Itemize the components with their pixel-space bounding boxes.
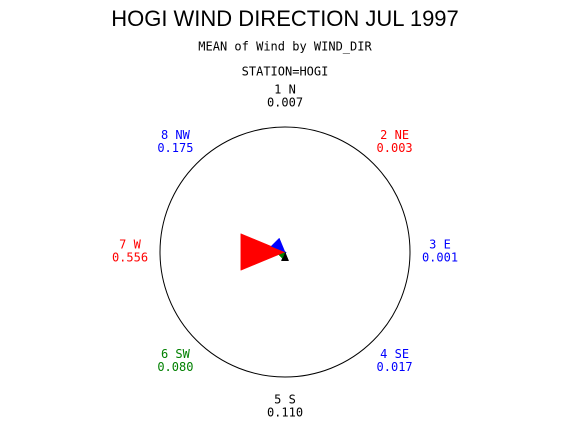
chart-title: HOGI WIND DIRECTION JUL 1997 <box>111 6 459 31</box>
wedge <box>240 233 286 271</box>
direction-label: 6 SW <box>161 347 191 361</box>
chart-subtitle: MEAN of Wind by WIND_DIR <box>198 40 372 54</box>
value-label: 0.080 <box>157 360 193 374</box>
value-label: 0.175 <box>157 141 193 155</box>
direction-label: 3 E <box>429 238 451 252</box>
value-label: 0.556 <box>112 251 148 265</box>
direction-label: 1 N <box>274 83 296 97</box>
direction-label: 4 SE <box>380 347 409 361</box>
value-label: 0.001 <box>422 251 458 265</box>
value-label: 0.007 <box>267 96 303 110</box>
wedge <box>270 237 286 253</box>
direction-label: 8 NW <box>161 128 191 142</box>
direction-label: 7 W <box>119 238 141 252</box>
direction-label: 5 S <box>274 393 296 407</box>
direction-label: 2 NE <box>380 128 409 142</box>
value-label: 0.017 <box>377 360 413 374</box>
value-label: 0.003 <box>377 141 413 155</box>
group-label: STATION=HOGI <box>242 65 329 79</box>
value-label: 0.110 <box>267 406 303 420</box>
frame-circle <box>159 126 411 378</box>
